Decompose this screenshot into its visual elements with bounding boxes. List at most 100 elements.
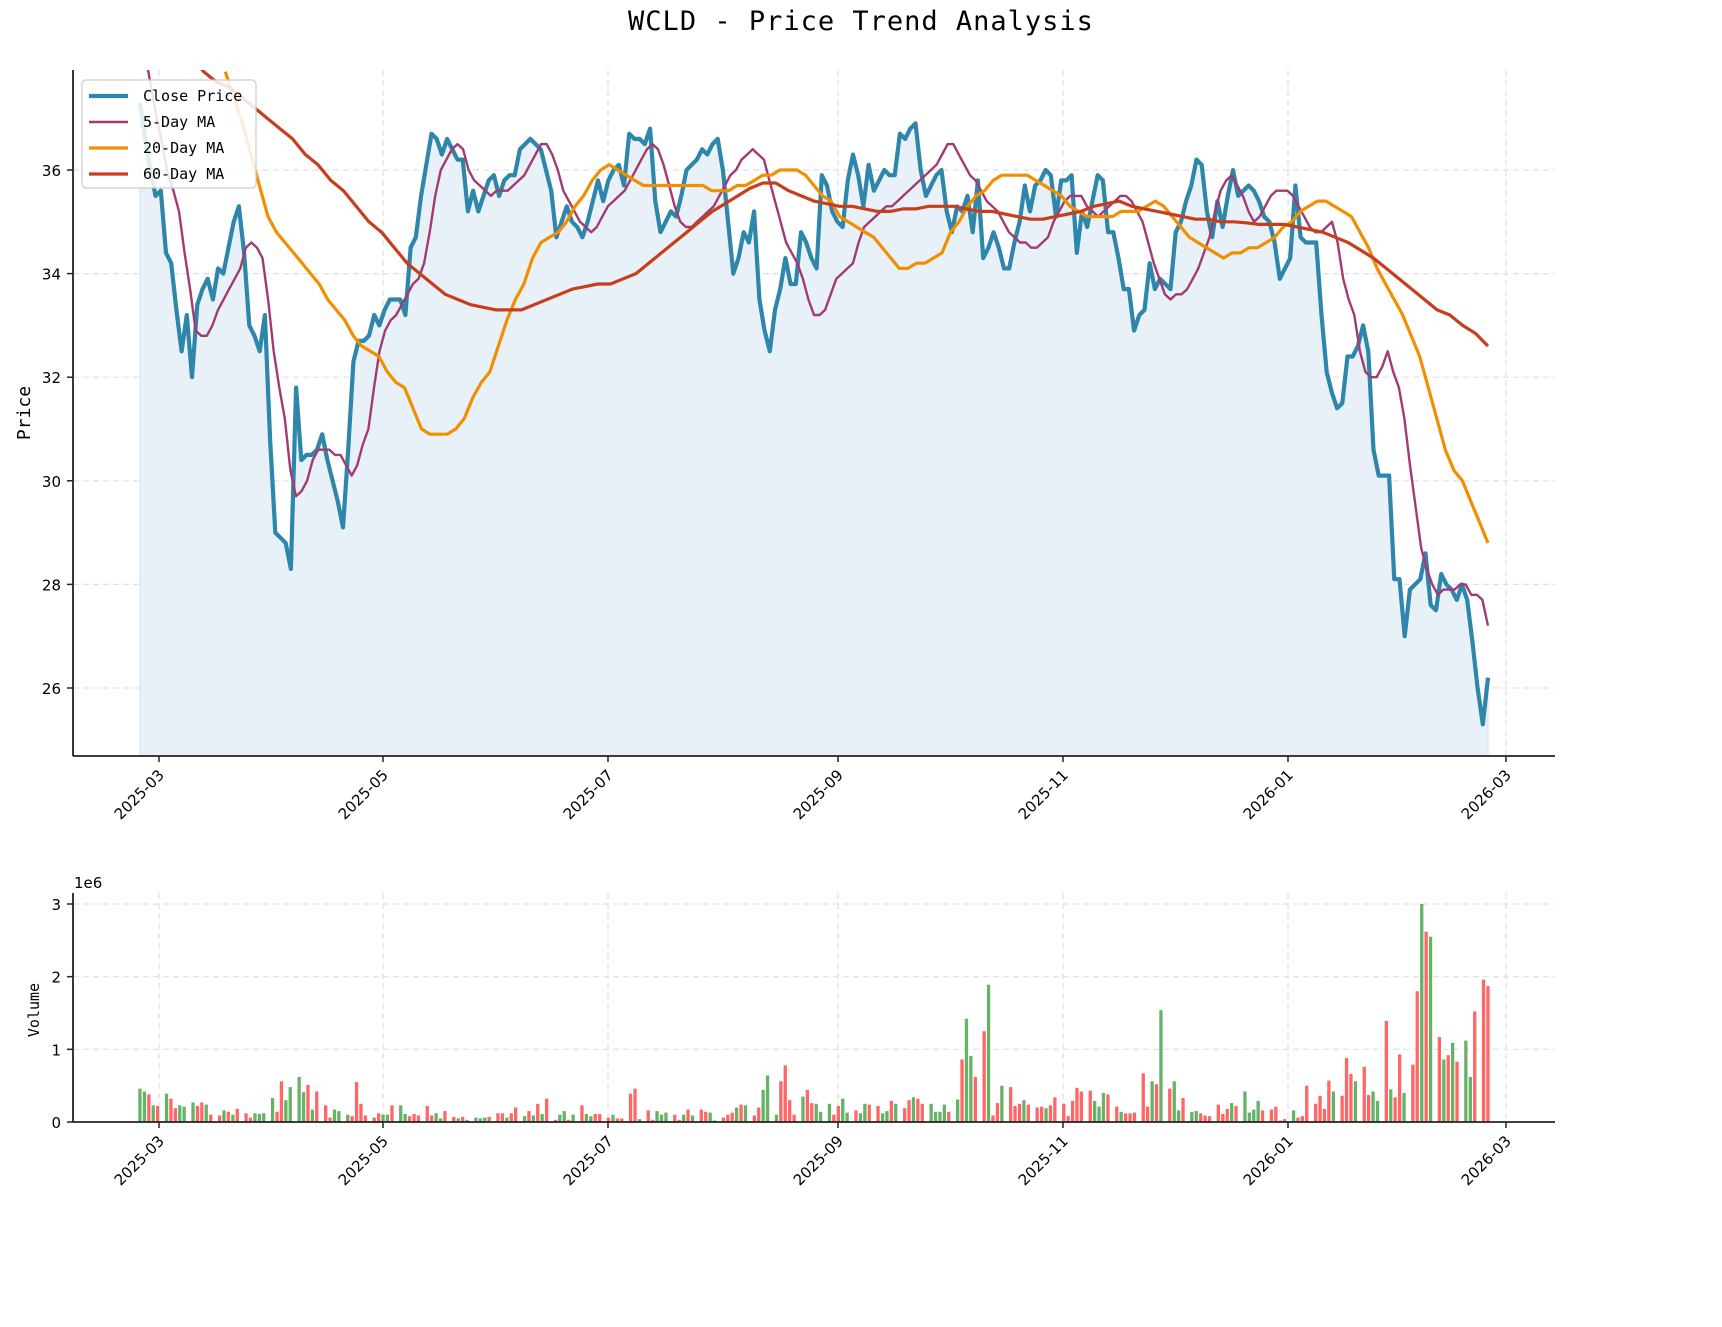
volume-bar [1340, 1095, 1344, 1122]
volume-bar [443, 1111, 447, 1122]
volume-bar [509, 1113, 513, 1122]
volume-bar [1115, 1106, 1119, 1122]
volume-bar [929, 1103, 933, 1122]
volume-bar [836, 1106, 840, 1122]
volume-bar [947, 1111, 951, 1122]
volume-bar [1442, 1059, 1446, 1122]
volume-x-tick-label: 2025-09 [790, 1132, 847, 1189]
volume-bar [810, 1103, 814, 1122]
volume-bar [982, 1031, 986, 1122]
volume-bar [514, 1107, 518, 1122]
volume-bar [262, 1113, 266, 1122]
volume-bar [399, 1105, 403, 1122]
volume-bar [920, 1103, 924, 1122]
volume-bar [708, 1112, 712, 1122]
volume-bar [474, 1117, 478, 1122]
volume-bar [1181, 1098, 1185, 1122]
volume-bar [1146, 1106, 1150, 1122]
volume-bar [911, 1097, 916, 1122]
volume-bar [310, 1109, 314, 1122]
volume-bar [1048, 1105, 1053, 1122]
volume-bar [1353, 1081, 1358, 1122]
volume-x-tick-label: 2026-01 [1240, 1132, 1297, 1189]
volume-bar [1437, 1037, 1441, 1122]
y-tick-label: 30 [42, 473, 61, 491]
volume-bar [169, 1098, 173, 1122]
volume-bar [337, 1111, 341, 1122]
volume-bar [545, 1098, 549, 1122]
volume-bar [359, 1103, 363, 1122]
volume-bar [686, 1109, 690, 1122]
volume-bar [1256, 1100, 1260, 1122]
volume-x-tick-label: 2026-03 [1458, 1132, 1515, 1189]
volume-x-tick-label: 2025-05 [335, 1132, 392, 1189]
volume-bar [297, 1076, 301, 1122]
volume-bar [156, 1106, 160, 1122]
volume-bar [1398, 1054, 1402, 1122]
legend-label: 20-Day MA [143, 139, 224, 157]
volume-bar [1040, 1106, 1044, 1122]
volume-bar [306, 1084, 310, 1122]
volume-bar [244, 1113, 248, 1122]
volume-bar [1424, 931, 1428, 1122]
volume-bar [730, 1112, 734, 1122]
volume-bar [403, 1114, 407, 1122]
volume-bar [788, 1100, 792, 1122]
volume-bar [1000, 1085, 1004, 1122]
volume-bar [1375, 1100, 1380, 1122]
volume-bar [553, 1119, 558, 1122]
volume-bar [438, 1118, 443, 1122]
ma5-line [146, 70, 1490, 627]
volume-bar [377, 1113, 381, 1122]
volume-bar [1075, 1087, 1079, 1122]
volume-bar [430, 1115, 434, 1122]
volume-y-tick-label: 0 [51, 1114, 61, 1132]
volume-bar [332, 1109, 337, 1122]
volume-bar [704, 1111, 708, 1122]
volume-bar [257, 1114, 261, 1122]
volume-bar [1393, 1097, 1397, 1122]
volume-bar [1331, 1091, 1335, 1122]
volume-bar [1247, 1112, 1251, 1122]
volume-bar [222, 1110, 226, 1122]
volume-bar [903, 1108, 907, 1122]
volume-bar [571, 1114, 575, 1122]
volume-bar [151, 1105, 155, 1122]
volume-bar [527, 1111, 531, 1122]
volume-bar [1473, 1011, 1477, 1122]
volume-bar [774, 1114, 779, 1122]
volume-bar [973, 1076, 977, 1122]
y-tick-label: 36 [42, 162, 61, 180]
volume-bar [783, 1065, 787, 1122]
volume-bar [1420, 904, 1424, 1122]
ma20-line [223, 71, 1490, 544]
volume-bar [1230, 1103, 1234, 1122]
volume-bar [1291, 1110, 1296, 1122]
volume-bar [147, 1094, 151, 1122]
volume-bar [1371, 1091, 1375, 1122]
volume-bar [536, 1103, 540, 1122]
volume-bar [854, 1110, 858, 1122]
volume-bar [1305, 1085, 1309, 1122]
volume-bar [880, 1113, 885, 1122]
volume-bar [226, 1111, 230, 1122]
legend-label: Close Price [143, 87, 242, 105]
volume-bar [752, 1115, 756, 1122]
volume-bar [487, 1116, 491, 1122]
volume-bar [628, 1093, 633, 1122]
volume-bar [363, 1115, 368, 1122]
volume-x-tick-label: 2025-11 [1015, 1132, 1072, 1189]
volume-bar [483, 1117, 487, 1122]
volume-bar [699, 1109, 703, 1122]
close-price-line [137, 102, 1491, 727]
volume-bar [894, 1103, 898, 1122]
volume-bar [867, 1104, 871, 1122]
volume-bar [142, 1091, 147, 1122]
volume-bar [615, 1118, 619, 1122]
volume-bar [664, 1112, 668, 1122]
volume-bar [1079, 1091, 1083, 1122]
volume-bar [1168, 1088, 1172, 1122]
volume-bar [288, 1087, 292, 1122]
y-axis-label: Price [14, 386, 35, 440]
volume-bar [721, 1117, 725, 1122]
